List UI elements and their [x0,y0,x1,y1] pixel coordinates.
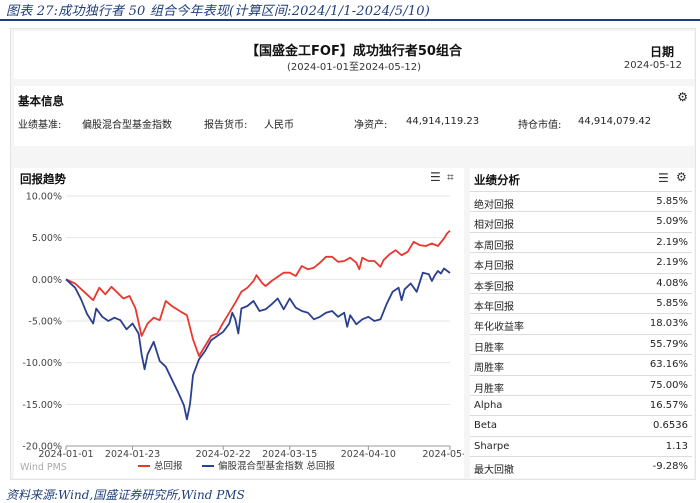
basic-info-title: 基本信息 [18,94,64,108]
performance-row: 本月回报 2.19% [470,252,692,272]
return-trend-card: 回报趋势 ☰ ⌗ 10.00% 5.00% 0.00% -5.00% -10.00% -1… [14,168,464,478]
performance-metric-label: Sharpe [474,440,510,452]
performance-row: 周胜率 63.16% [470,354,692,374]
performance-metric-value: 1.13 [665,440,688,452]
date-value: 2024-05-12 [623,60,682,71]
performance-metric-value: 16.57% [649,399,688,411]
performance-table: 绝对回报 5.85% 相对回报 5.09% 本周回报 2.19% 本月回报 2.19% 本季回报… [470,191,692,476]
performance-metric-value: 5.85% [656,196,688,207]
legend-label: 总回报 [154,460,183,472]
report-range: (2024-01-01至2024-05-12) [286,62,422,73]
currency-label: 报告货币: [204,120,248,131]
performance-row: 月胜率 75.00% [470,374,692,395]
performance-metric-value: 63.16% [649,359,688,371]
performance-metric-label: 最大回撤 [474,465,514,477]
performance-metric-label: 本季回报 [474,281,514,293]
performance-row: 本年回报 5.85% [470,292,692,313]
gear-icon[interactable]: ⚙ [677,90,688,104]
performance-metric-value: 2.19% [656,236,688,248]
performance-metric-label: 日胜率 [474,342,504,354]
nav-value: 44,914,119.23 [406,116,480,127]
currency-value: 人民币 [264,120,294,131]
figure-caption: 图表 27:成功独行者 50 组合今年表现(计算区间:2024/1/1-2024… [6,4,431,19]
performance-metric-label: 本周回报 [474,240,514,252]
caption-divider [0,19,700,21]
x-tick-label: 2024-03-15 [262,449,317,460]
x-tick-label: 2024-05-07 [422,449,464,460]
watermark-text: Wind PMS [20,462,67,473]
performance-metric-label: 月胜率 [474,383,504,395]
performance-metric-value: 55.79% [649,338,688,350]
legend-label: 偏股混合型基金指数 总回报 [218,460,336,472]
nav-label: 净资产: [354,120,388,131]
y-tick-label: 0.00% [32,275,62,286]
x-tick-label: 2024-01-01 [38,449,93,460]
benchmark-label: 业绩基准: [18,120,62,131]
performance-row: 本周回报 2.19% [470,231,692,252]
date-label: 日期 [649,45,674,59]
x-tick-label: 2024-04-10 [341,449,396,460]
performance-metric-label: 相对回报 [474,220,514,232]
performance-title: 业绩分析 [474,173,520,187]
y-tick-label: -5.00% [28,317,62,328]
return-trend-title: 回报趋势 [20,172,66,186]
performance-metric-label: 本月回报 [474,261,514,273]
performance-metric-label: 周胜率 [474,363,504,375]
menu-icon[interactable]: ☰ [430,170,441,184]
performance-metric-label: 绝对回报 [474,200,514,211]
performance-metric-value: 4.08% [656,277,688,289]
performance-row: 日胜率 55.79% [470,333,692,354]
y-tick-label: 5.00% [32,233,62,244]
y-tick-label: -15.00% [22,400,62,411]
performance-metric-value: 18.03% [649,318,688,330]
performance-metric-value: 75.00% [649,379,688,391]
report-title: 【国盛金工FOF】成功独行者50组合 [246,44,462,59]
basic-info-row: 业绩基准: 偏股混合型基金指数 报告货币: 人民币 净资产: 44,914,11… [18,114,688,132]
fund-return-line [65,229,451,357]
performance-metric-label: Alpha [474,399,503,411]
performance-metric-value: -9.28% [652,461,688,473]
crop-icon[interactable]: ⌗ [447,170,454,184]
performance-row: Alpha 16.57% [470,394,692,415]
y-tick-label: 10.00% [26,192,62,203]
performance-metric-value: 2.19% [656,257,688,269]
y-tick-label: -10.00% [22,358,62,369]
x-tick-label: 2024-01-23 [105,449,160,460]
performance-metric-value: 0.6536 [653,420,688,432]
basic-info-card: 基本信息 ⚙ 业绩基准: 偏股混合型基金指数 报告货币: 人民币 净资产: 44… [14,86,694,146]
performance-row: 最大回撤 -9.28% [470,456,692,476]
performance-metric-value: 5.09% [656,216,688,228]
x-tick-label: 2024-02-22 [196,449,251,460]
menu-icon[interactable]: ☰ [658,171,669,185]
return-trend-chart: 10.00% 5.00% 0.00% -5.00% -10.00% -15.00% -20.… [20,192,464,474]
performance-row: 相对回报 5.09% [470,211,692,231]
performance-metric-label: Beta [474,420,498,432]
benchmark-value: 偏股混合型基金指数 [82,120,172,131]
performance-row: 年化收益率 18.03% [470,313,692,333]
report-header: 【国盛金工FOF】成功独行者50组合 (2024-01-01至2024-05-1… [14,31,694,79]
performance-metric-value: 5.85% [656,297,688,309]
market-value-label: 持仓市值: [518,120,562,131]
y-tick-label: -20.00% [22,442,62,453]
market-value-value: 44,914,079.42 [578,116,652,127]
source-note: 资料来源:Wind,国盛证券研究所,Wind PMS [6,488,245,502]
performance-metric-label: 年化收益率 [474,322,524,334]
performance-row: Sharpe 1.13 [470,435,692,456]
gear-icon[interactable]: ⚙ [676,170,687,184]
performance-metric-label: 本年回报 [474,301,514,313]
performance-row: 本季回报 4.08% [470,272,692,293]
benchmark-return-line [65,267,451,421]
performance-row: 绝对回报 5.85% [470,191,692,211]
performance-row: Beta 0.6536 [470,415,692,435]
performance-card: 业绩分析 ☰ ⚙ 绝对回报 5.85% 相对回报 5.09% 本周回报 2.19% 本月回报… [470,168,694,478]
